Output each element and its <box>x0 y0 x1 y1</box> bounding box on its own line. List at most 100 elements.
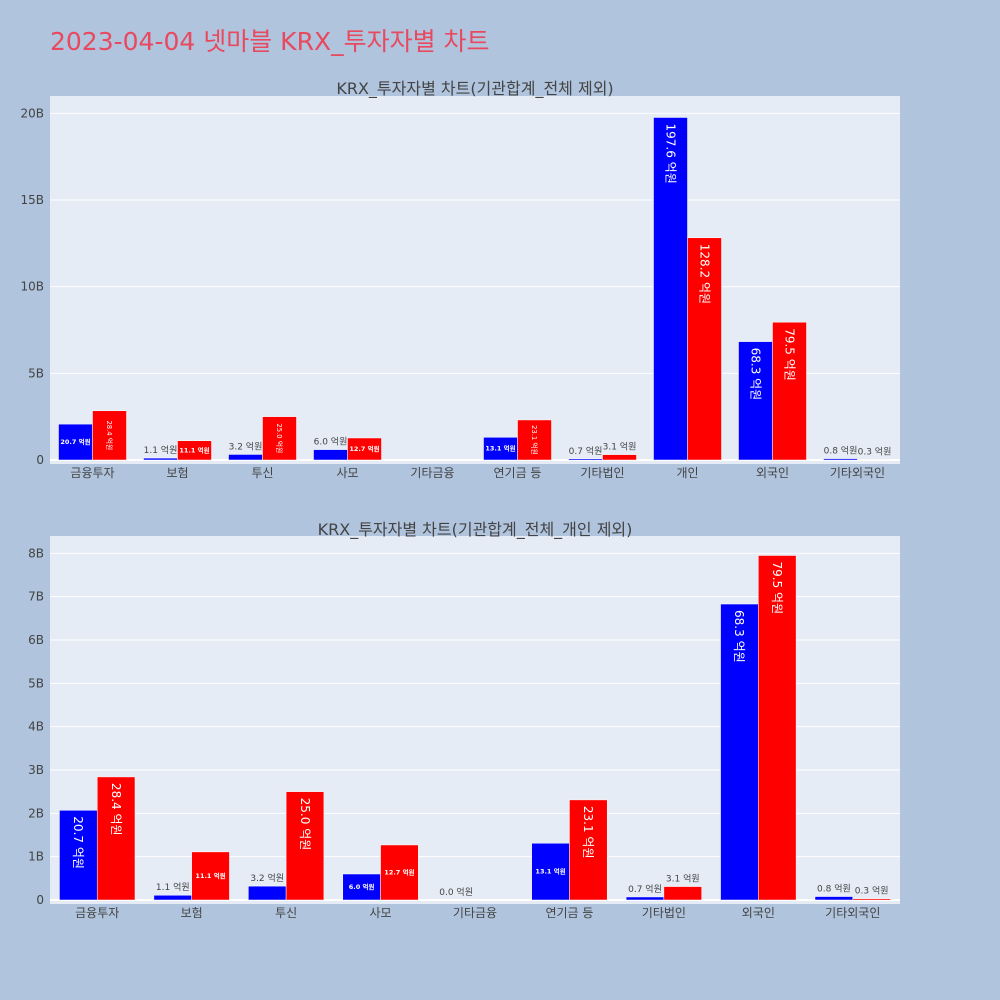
bar-red-7 <box>758 555 797 901</box>
y-tick-label: 20B <box>20 106 44 120</box>
data-label: 79.5 억원 <box>782 328 796 381</box>
x-tick-label: 사모 <box>336 466 358 480</box>
data-label: 13.1 억원 <box>485 444 515 453</box>
data-label: 79.5 억원 <box>770 562 784 615</box>
y-tick-label: 6B <box>28 633 44 647</box>
bar-blue-7 <box>720 603 759 901</box>
y-tick-label: 7B <box>28 590 44 604</box>
data-label: 25.0 억원 <box>298 798 312 851</box>
data-label: 28.4 억원 <box>105 420 114 450</box>
x-tick-label: 기타금융 <box>410 466 454 480</box>
x-tick-label: 외국인 <box>756 466 789 480</box>
x-tick-label: 사모 <box>370 906 392 920</box>
data-label: 6.0 억원 <box>349 882 375 891</box>
data-label: 11.1 억원 <box>195 871 225 880</box>
y-tick-label: 8B <box>28 546 44 560</box>
y-tick-label: 0 <box>36 893 44 907</box>
x-tick-label: 금융투자 <box>70 466 114 480</box>
data-label: 28.4 억원 <box>109 783 123 836</box>
y-tick-label: 5B <box>28 366 44 380</box>
x-tick-label: 보험 <box>166 466 188 480</box>
data-label: 23.1 억원 <box>530 425 539 455</box>
bar-blue-7 <box>653 117 688 461</box>
bar-red-0 <box>96 776 136 901</box>
chart-title: KRX_투자자별 차트(기관합계_전체_개인 제외) <box>318 520 633 540</box>
bar-red-8 <box>772 321 807 461</box>
bar-blue-8 <box>738 341 773 461</box>
bar-red-2 <box>285 791 325 901</box>
bar-blue-6 <box>625 896 665 901</box>
data-label: 0.7 억원 <box>569 445 603 457</box>
bar-blue-0 <box>59 810 98 901</box>
y-tick-label: 1B <box>28 850 44 864</box>
x-tick-label: 연기금 등 <box>545 906 593 920</box>
data-label: 1.1 억원 <box>156 881 190 893</box>
data-label: 0.7 억원 <box>628 883 662 895</box>
y-tick-label: 2B <box>28 806 44 820</box>
y-tick-label: 5B <box>28 676 44 690</box>
bar-red-3 <box>380 844 419 901</box>
data-label: 20.7 억원 <box>71 816 85 869</box>
bar-red-6 <box>663 886 702 901</box>
bar-blue-8 <box>814 896 854 901</box>
x-tick-label: 기타법인 <box>642 906 686 920</box>
data-label: 25.0 억원 <box>275 423 284 453</box>
x-tick-label: 기타금융 <box>453 906 497 920</box>
data-label: 23.1 억원 <box>581 806 595 859</box>
bar-red-5 <box>569 799 608 901</box>
data-label: 0.0 억원 <box>439 886 473 898</box>
data-label: 1.1 억원 <box>144 444 178 456</box>
data-label: 0.3 억원 <box>855 885 889 897</box>
bar-red-3 <box>347 437 382 461</box>
main-title: 2023-04-04 넷마블 KRX_투자자별 차트 <box>50 27 490 56</box>
bar-blue-0 <box>58 423 93 461</box>
bar-red-0 <box>92 410 127 461</box>
data-label: 13.1 억원 <box>535 867 565 876</box>
data-label: 20.7 억원 <box>60 437 90 446</box>
data-label: 0.8 억원 <box>824 445 858 457</box>
chart-title: KRX_투자자별 차트(기관합계_전체 제외) <box>336 79 613 99</box>
y-tick-label: 4B <box>28 720 44 734</box>
data-label: 0.3 억원 <box>858 445 892 457</box>
y-tick-label: 0 <box>36 453 44 467</box>
data-label: 11.1 억원 <box>179 445 209 454</box>
data-label: 12.7 억원 <box>349 444 379 453</box>
x-tick-label: 외국인 <box>742 906 775 920</box>
x-tick-label: 투신 <box>275 906 297 920</box>
data-label: 3.2 억원 <box>250 872 284 884</box>
x-tick-label: 보험 <box>181 906 203 920</box>
data-label: 12.7 억원 <box>384 867 414 876</box>
bar-blue-1 <box>153 894 192 901</box>
data-label: 0.8 억원 <box>817 883 851 895</box>
data-label: 3.2 억원 <box>229 440 263 452</box>
data-label: 3.1 억원 <box>666 873 700 885</box>
bar-red-1 <box>191 851 230 901</box>
y-tick-label: 10B <box>20 280 44 294</box>
x-tick-label: 개인 <box>676 466 698 480</box>
bar-red-1 <box>177 440 212 461</box>
bar-blue-2 <box>248 885 287 901</box>
x-tick-label: 기타법인 <box>580 466 624 480</box>
x-tick-label: 투신 <box>251 466 273 480</box>
y-tick-label: 3B <box>28 763 44 777</box>
bar-blue-5 <box>531 842 570 901</box>
x-tick-label: 연기금 등 <box>494 466 542 480</box>
data-label: 128.2 억원 <box>697 244 711 304</box>
bar-red-9 <box>857 459 892 461</box>
data-label: 68.3 억원 <box>732 610 746 663</box>
x-tick-label: 금융투자 <box>75 906 119 920</box>
bar-red-6 <box>602 454 637 461</box>
x-tick-label: 기타외국인 <box>830 466 885 480</box>
y-tick-label: 15B <box>20 193 44 207</box>
data-label: 3.1 억원 <box>603 441 637 453</box>
bar-red-7 <box>687 237 722 461</box>
bar-red-5 <box>517 419 552 461</box>
data-label: 197.6 억원 <box>663 123 677 183</box>
bar-red-8 <box>852 898 891 901</box>
bar-blue-3 <box>342 873 381 901</box>
data-label: 6.0 억원 <box>314 436 348 448</box>
x-tick-label: 기타외국인 <box>825 906 880 920</box>
bar-red-2 <box>262 416 297 461</box>
